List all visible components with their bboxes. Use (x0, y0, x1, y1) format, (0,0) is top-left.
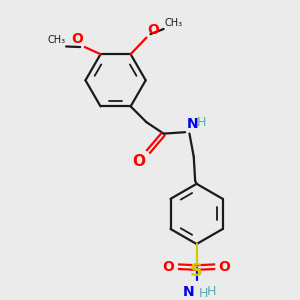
Text: N: N (187, 117, 199, 131)
Text: CH₃: CH₃ (47, 35, 65, 45)
Text: S: S (190, 262, 203, 280)
Text: O: O (219, 260, 231, 274)
Text: O: O (71, 32, 83, 46)
Text: H: H (207, 285, 216, 298)
Text: N: N (183, 285, 194, 299)
Text: H: H (198, 287, 208, 300)
Text: H: H (196, 116, 206, 129)
Text: O: O (163, 260, 175, 274)
Text: O: O (148, 23, 159, 37)
Text: CH₃: CH₃ (164, 18, 183, 28)
Text: O: O (132, 154, 145, 169)
